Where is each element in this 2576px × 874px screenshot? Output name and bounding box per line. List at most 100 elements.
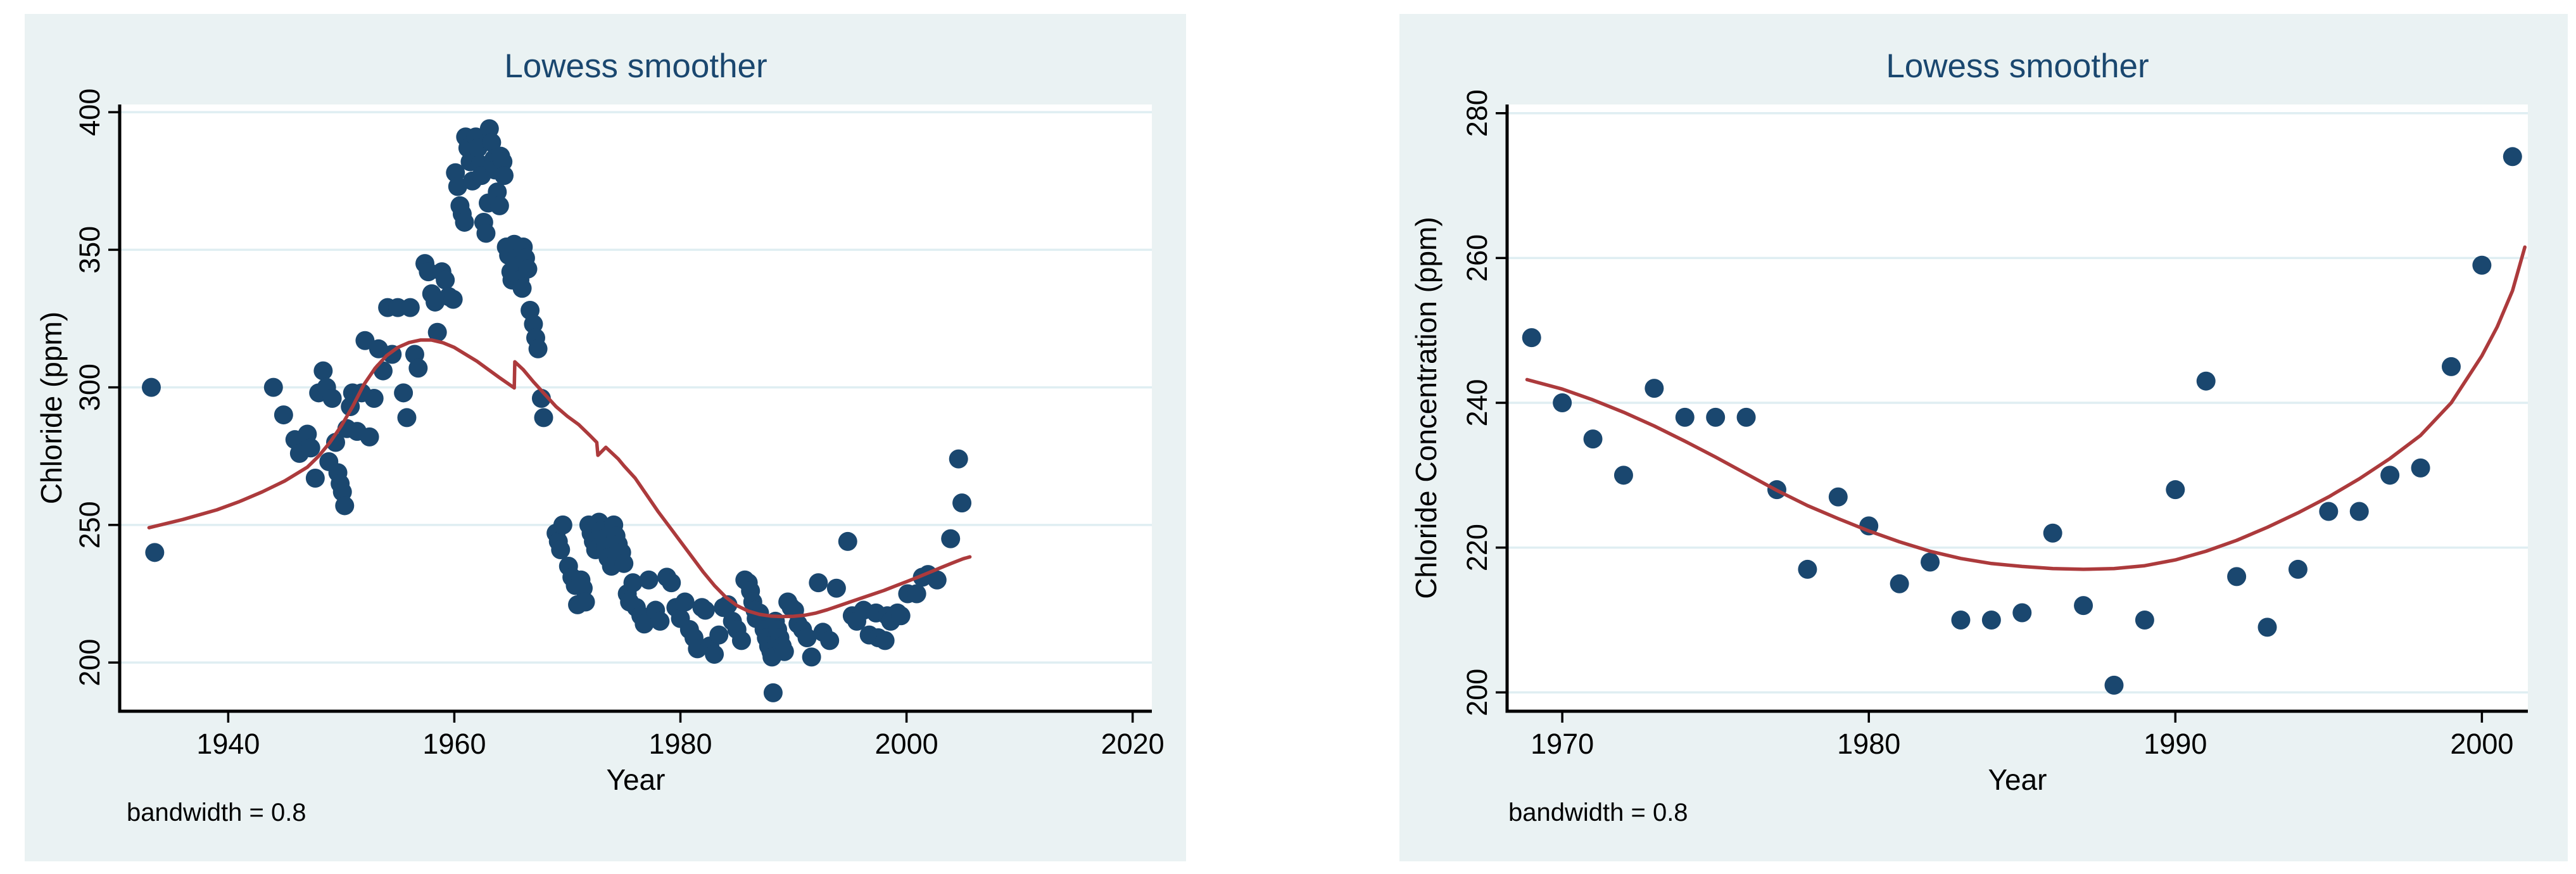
data-point	[705, 645, 724, 664]
data-point	[322, 389, 342, 408]
data-point	[443, 289, 463, 309]
data-point	[1951, 610, 1971, 630]
data-point	[400, 298, 420, 317]
data-point	[364, 389, 384, 408]
data-point	[2411, 458, 2430, 478]
data-point	[493, 152, 513, 172]
lowess-chart-right-svg: 200 220 240 260 280 1970 1980 1990 2000 Lowess sm…	[1410, 48, 2528, 826]
data-point	[927, 570, 947, 590]
data-point	[731, 631, 751, 650]
data-point	[1798, 559, 1817, 579]
data-point	[2288, 559, 2308, 579]
chart-panel-left: 200 250 300 350 400 1940 1960 1980 2000 2020 Lowes…	[25, 14, 1186, 861]
data-point	[2319, 502, 2339, 521]
data-point	[436, 270, 455, 290]
data-point	[949, 449, 968, 469]
data-point	[891, 606, 911, 626]
data-point	[145, 543, 165, 562]
data-point	[528, 339, 548, 358]
data-point	[2196, 371, 2216, 391]
data-point	[907, 584, 926, 604]
data-point	[1828, 487, 1848, 507]
data-point	[941, 529, 961, 548]
y-tick-label: 280	[1461, 89, 1493, 137]
x-axis-label: Year	[1988, 763, 2047, 796]
data-point	[1522, 328, 1541, 348]
y-tick-label: 250	[73, 501, 106, 548]
data-point	[797, 628, 817, 647]
data-point	[2472, 255, 2492, 275]
y-tick-label: 300	[73, 364, 106, 411]
x-tick-label: 2000	[875, 728, 938, 760]
data-point	[709, 625, 729, 645]
data-point	[2104, 675, 2124, 695]
data-point	[448, 177, 467, 196]
data-point	[2380, 466, 2400, 485]
x-tick-label: 1980	[1837, 728, 1900, 760]
chart-title: Lowess smoother	[1886, 48, 2149, 85]
y-tick-label: 350	[73, 226, 106, 274]
data-point	[1613, 466, 1633, 485]
scatter-series	[141, 119, 972, 702]
data-point	[662, 573, 681, 593]
data-point	[397, 408, 417, 428]
data-point	[512, 279, 532, 298]
data-point	[1921, 552, 1940, 572]
data-point	[614, 554, 634, 573]
data-point	[408, 358, 428, 378]
data-point	[1890, 574, 1909, 593]
data-point	[263, 377, 283, 397]
data-point	[1736, 407, 1756, 427]
data-point	[482, 132, 502, 152]
data-point	[455, 212, 474, 232]
data-point	[2043, 523, 2062, 543]
data-point	[325, 433, 345, 452]
chart-panel-right: 200 220 240 260 280 1970 1980 1990 2000 Lowess sm…	[1399, 14, 2568, 861]
data-point	[1583, 429, 1603, 449]
lowess-chart-left-svg: 200 250 300 350 400 1940 1960 1980 2000 2020 Lowes…	[35, 48, 1165, 826]
y-tick-label: 220	[1461, 524, 1493, 571]
data-point	[301, 438, 320, 458]
data-point	[489, 196, 509, 215]
data-point	[518, 259, 538, 279]
y-axis-label: Chloride (ppm)	[35, 312, 68, 504]
data-point	[695, 600, 715, 620]
lowess-curve	[147, 338, 972, 619]
y-axis-label: Chloride Concentration (ppm)	[1410, 217, 1443, 598]
data-point	[576, 592, 595, 612]
data-point	[313, 361, 333, 381]
data-point	[305, 469, 325, 488]
data-point	[476, 224, 496, 243]
bandwidth-note: bandwidth = 0.8	[127, 799, 306, 826]
x-tick-label: 2020	[1101, 728, 1165, 760]
y-tick-label: 400	[73, 89, 106, 136]
data-point	[1706, 407, 1726, 427]
data-point	[2227, 567, 2247, 586]
bandwidth-note: bandwidth = 0.8	[1508, 799, 1688, 826]
x-tick-label: 1980	[648, 728, 712, 760]
data-point	[875, 631, 895, 650]
data-point	[534, 408, 553, 428]
x-tick-label: 1970	[1531, 728, 1594, 760]
data-point	[826, 578, 846, 598]
y-tick-label: 240	[1461, 379, 1493, 426]
data-point	[394, 383, 414, 403]
x-tick-label: 2000	[2450, 728, 2513, 760]
data-point	[838, 531, 857, 551]
data-point	[763, 683, 783, 702]
data-point	[551, 540, 571, 559]
data-point	[639, 570, 659, 590]
data-point	[635, 614, 654, 634]
data-point	[1645, 379, 1664, 398]
data-point	[360, 427, 379, 446]
data-point	[2166, 480, 2185, 500]
data-point	[2012, 603, 2032, 623]
data-point	[553, 515, 572, 535]
y-tick-label: 260	[1461, 234, 1493, 282]
data-point	[809, 573, 828, 593]
lowess-curve	[1525, 245, 2527, 571]
data-point	[274, 405, 293, 425]
data-point	[495, 166, 514, 186]
data-point	[1981, 610, 2001, 630]
data-point	[1675, 407, 1695, 427]
